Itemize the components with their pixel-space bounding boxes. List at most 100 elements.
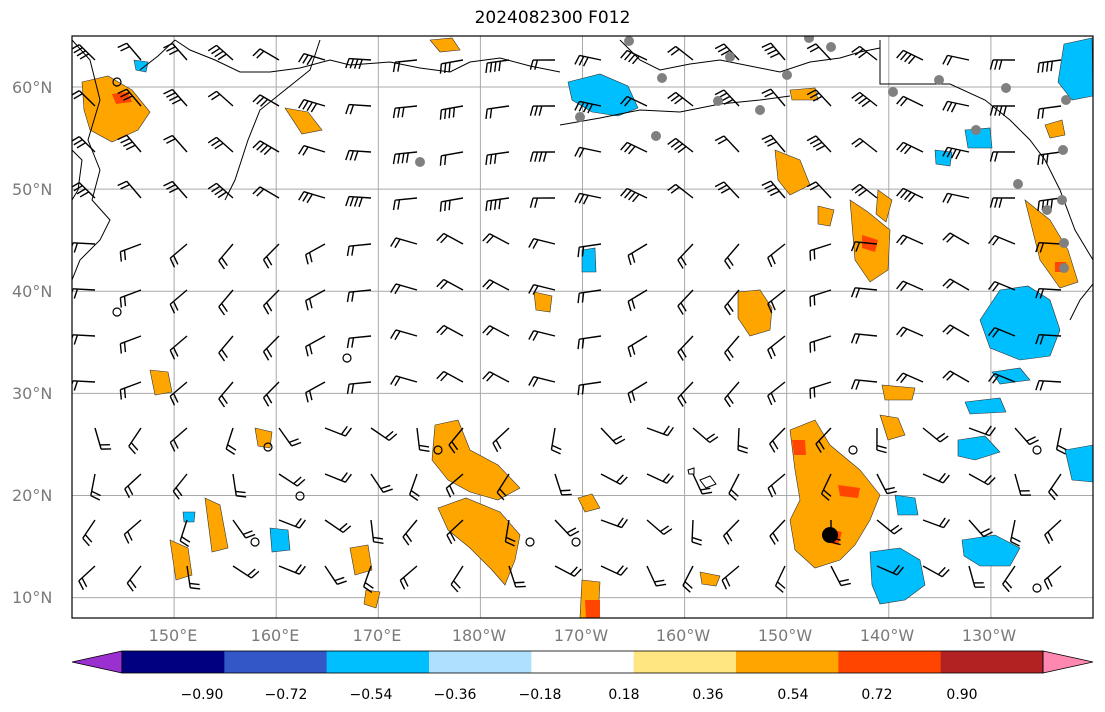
wind-barb (346, 243, 372, 257)
wind-barb (207, 44, 234, 61)
lat-label: 30°N (12, 384, 53, 403)
lon-label: 160°E (250, 626, 300, 645)
wind-barb (988, 326, 1016, 338)
colorbar-segment (429, 651, 532, 673)
wind-barb (305, 243, 326, 265)
wind-barb (207, 90, 234, 107)
colorbar (71, 650, 1094, 674)
wind-barb (761, 42, 786, 61)
wind-barb (363, 565, 374, 593)
wind-barb (218, 381, 234, 408)
wind-barb (922, 427, 949, 443)
wind-barb (667, 183, 694, 199)
wind-barb (724, 243, 740, 270)
wind-barb (600, 473, 628, 485)
wind-barb (186, 565, 201, 590)
wind-barb (988, 280, 1016, 292)
wind-barb (179, 519, 191, 547)
colorbar-tick-label: 0.54 (777, 687, 809, 703)
map-title: 2024082300 F012 (474, 8, 631, 28)
wind-barb (485, 59, 510, 74)
wind-barb (172, 473, 188, 500)
wind-barb (232, 473, 247, 498)
wind-barb (128, 427, 142, 455)
wind-barb (345, 103, 372, 115)
wind-barb (815, 427, 832, 453)
wind-barb (225, 427, 237, 455)
wind-barb (850, 379, 878, 390)
colorbar-tick-label: −0.18 (518, 687, 562, 703)
wind-barb (691, 519, 702, 546)
wind-barb (390, 375, 418, 387)
wind-barb (399, 565, 418, 590)
colorbar-segment (326, 651, 430, 673)
wind-barb (989, 197, 1016, 208)
wind-barb (119, 289, 142, 308)
wind-barb (942, 146, 970, 160)
wind-barb (124, 473, 142, 499)
wind-barb (529, 151, 556, 162)
wind-barb (232, 565, 260, 579)
wind-barb (1037, 105, 1062, 119)
wind-barb (988, 372, 1016, 384)
wind-barb (232, 519, 256, 539)
wind-barb (677, 243, 694, 269)
wind-barb (806, 43, 832, 61)
wind-barb (218, 335, 234, 362)
wind-barb (218, 289, 234, 316)
wind-barb (922, 565, 950, 578)
wind-barb (482, 279, 510, 291)
wind-barb (1055, 427, 1067, 455)
wind-barb (968, 565, 985, 588)
wind-barb (646, 473, 674, 484)
lat-label: 20°N (12, 486, 53, 505)
wind-barb (392, 197, 418, 211)
colorbar-frame (121, 650, 1044, 674)
wind-barb (737, 427, 748, 454)
wind-barb (724, 289, 740, 316)
wind-barb (1002, 565, 1016, 593)
wind-barb (942, 370, 970, 383)
wind-barb (370, 473, 393, 493)
wind-barb (714, 89, 740, 107)
wind-barb (298, 52, 326, 66)
wind-barb (117, 180, 142, 199)
wind-barb (346, 335, 372, 349)
wind-barb (574, 192, 602, 205)
wind-barb (439, 59, 464, 74)
lat-label: 50°N (12, 180, 53, 199)
wind-barb (1035, 333, 1062, 345)
wind-barb (1035, 379, 1062, 391)
wind-barb (1037, 59, 1062, 73)
wind-barb (529, 105, 556, 116)
wind-barb (324, 565, 347, 585)
wind-barb (278, 473, 306, 487)
lon-label: 150°E (148, 626, 198, 645)
lat-label: 40°N (12, 282, 53, 301)
wind-barb (298, 144, 326, 156)
lon-label: 170°E (352, 626, 402, 645)
wind-barb (942, 278, 970, 291)
wind-barb (370, 519, 384, 544)
wind-barb (1048, 473, 1062, 501)
wind-barb (482, 371, 510, 383)
wind-barb (989, 105, 1016, 116)
wind-barb (627, 289, 648, 312)
wind-barb (989, 59, 1016, 70)
wind-barb (485, 105, 510, 120)
wind-barb (126, 565, 142, 592)
wind-barb (646, 565, 667, 587)
wind-barb (485, 151, 510, 166)
lon-label: 170°W (553, 626, 609, 645)
wind-barb (305, 289, 326, 311)
wind-barb (252, 48, 280, 61)
wind-barb (119, 335, 142, 354)
wind-barb (529, 59, 556, 70)
map-content (72, 36, 1093, 618)
wind-barb (922, 472, 950, 484)
wind-barb (324, 472, 352, 483)
wind-barb (577, 289, 602, 304)
wind-barb (392, 59, 418, 73)
colorbar-segment (736, 651, 839, 673)
wind-barb (896, 95, 924, 107)
